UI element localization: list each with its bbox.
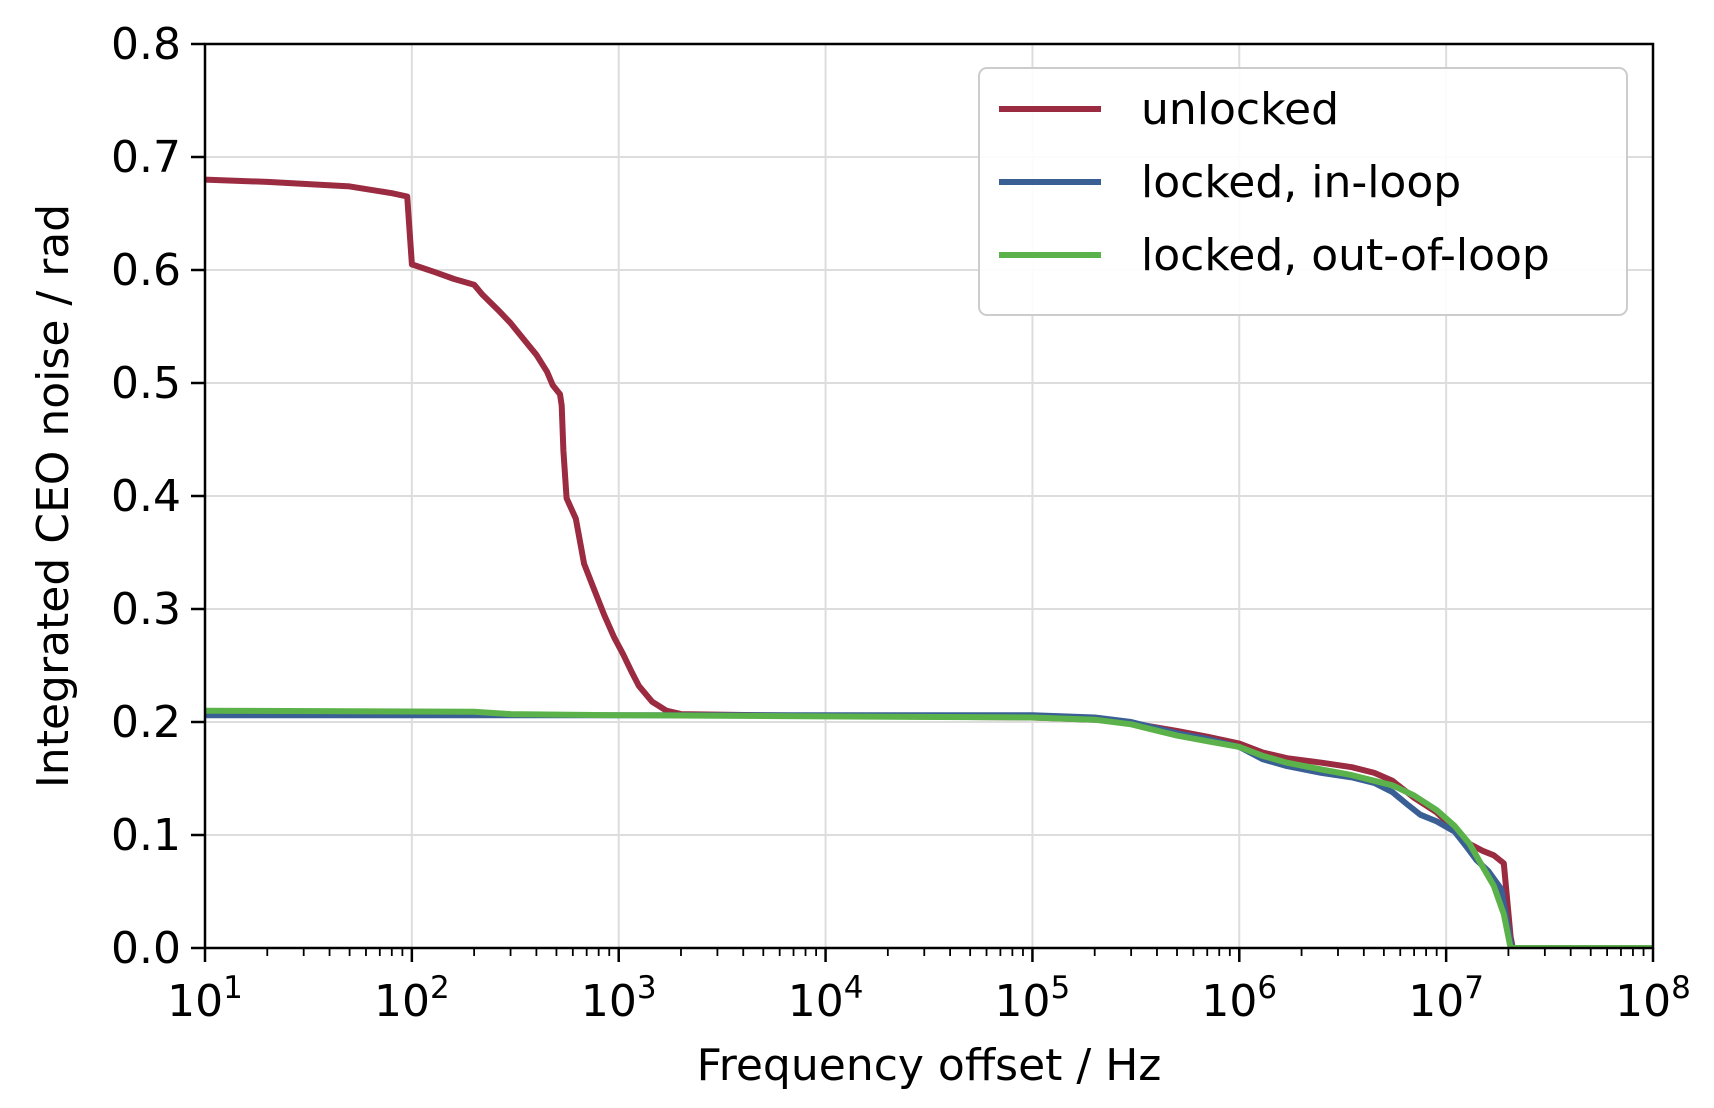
y-tick-label: 0.8 (111, 19, 181, 70)
legend-label: locked, out-of-loop (1141, 230, 1550, 281)
x-tick-label-exponent: 8 (1671, 970, 1691, 1006)
x-tick-label: 101 (167, 970, 243, 1027)
series-layer (205, 176, 1653, 948)
x-tick-label: 103 (581, 970, 657, 1027)
series-line-locked-out-of-loop (205, 707, 1653, 948)
x-tick-label: 108 (1615, 970, 1691, 1027)
x-tick-label-exponent: 3 (637, 970, 657, 1006)
x-tick-label: 105 (995, 970, 1071, 1027)
x-tick-label-base: 10 (167, 976, 223, 1027)
x-tick-label-base: 10 (1201, 976, 1257, 1027)
x-tick-label-exponent: 2 (430, 970, 450, 1006)
x-tick-label: 102 (374, 970, 450, 1027)
x-tick-label: 106 (1201, 970, 1277, 1027)
y-tick-label: 0.6 (111, 245, 181, 296)
x-tick-label: 107 (1408, 970, 1484, 1027)
y-tick-label: 0.0 (111, 923, 181, 974)
x-tick-label-base: 10 (581, 976, 637, 1027)
x-tick-label-exponent: 6 (1257, 970, 1277, 1006)
axis-ticks (191, 42, 1655, 962)
x-tick-label-base: 10 (1408, 976, 1464, 1027)
y-axis-label: Integrated CEO noise / rad (28, 204, 79, 788)
legend-label: locked, in-loop (1141, 157, 1461, 208)
y-tick-label: 0.4 (111, 471, 181, 522)
y-tick-label: 0.2 (111, 697, 181, 748)
x-tick-label-exponent: 4 (844, 970, 864, 1006)
y-tick-label: 0.7 (111, 132, 181, 183)
x-tick-label-base: 10 (788, 976, 844, 1027)
legend-label: unlocked (1141, 84, 1339, 135)
x-tick-label-exponent: 7 (1464, 970, 1484, 1006)
x-tick-label: 104 (788, 970, 864, 1027)
y-tick-label: 0.1 (111, 810, 181, 861)
legend: unlocked locked, in-loop locked, out-of-lo… (978, 67, 1628, 316)
tick-labels: 101 102 103 104 105 106 107 1080.00.10.20.30.40… (111, 19, 1691, 1027)
x-tick-label-base: 10 (1615, 976, 1671, 1027)
y-tick-label: 0.5 (111, 358, 181, 409)
legend-box (978, 67, 1628, 316)
x-axis-label: Frequency offset / Hz (697, 1040, 1162, 1091)
y-tick-label: 0.3 (111, 584, 181, 635)
x-tick-label-exponent: 1 (223, 970, 243, 1006)
x-tick-label-exponent: 5 (1051, 970, 1071, 1006)
x-tick-label-base: 10 (374, 976, 430, 1027)
x-tick-label-base: 10 (995, 976, 1051, 1027)
series-lines (205, 176, 1653, 948)
